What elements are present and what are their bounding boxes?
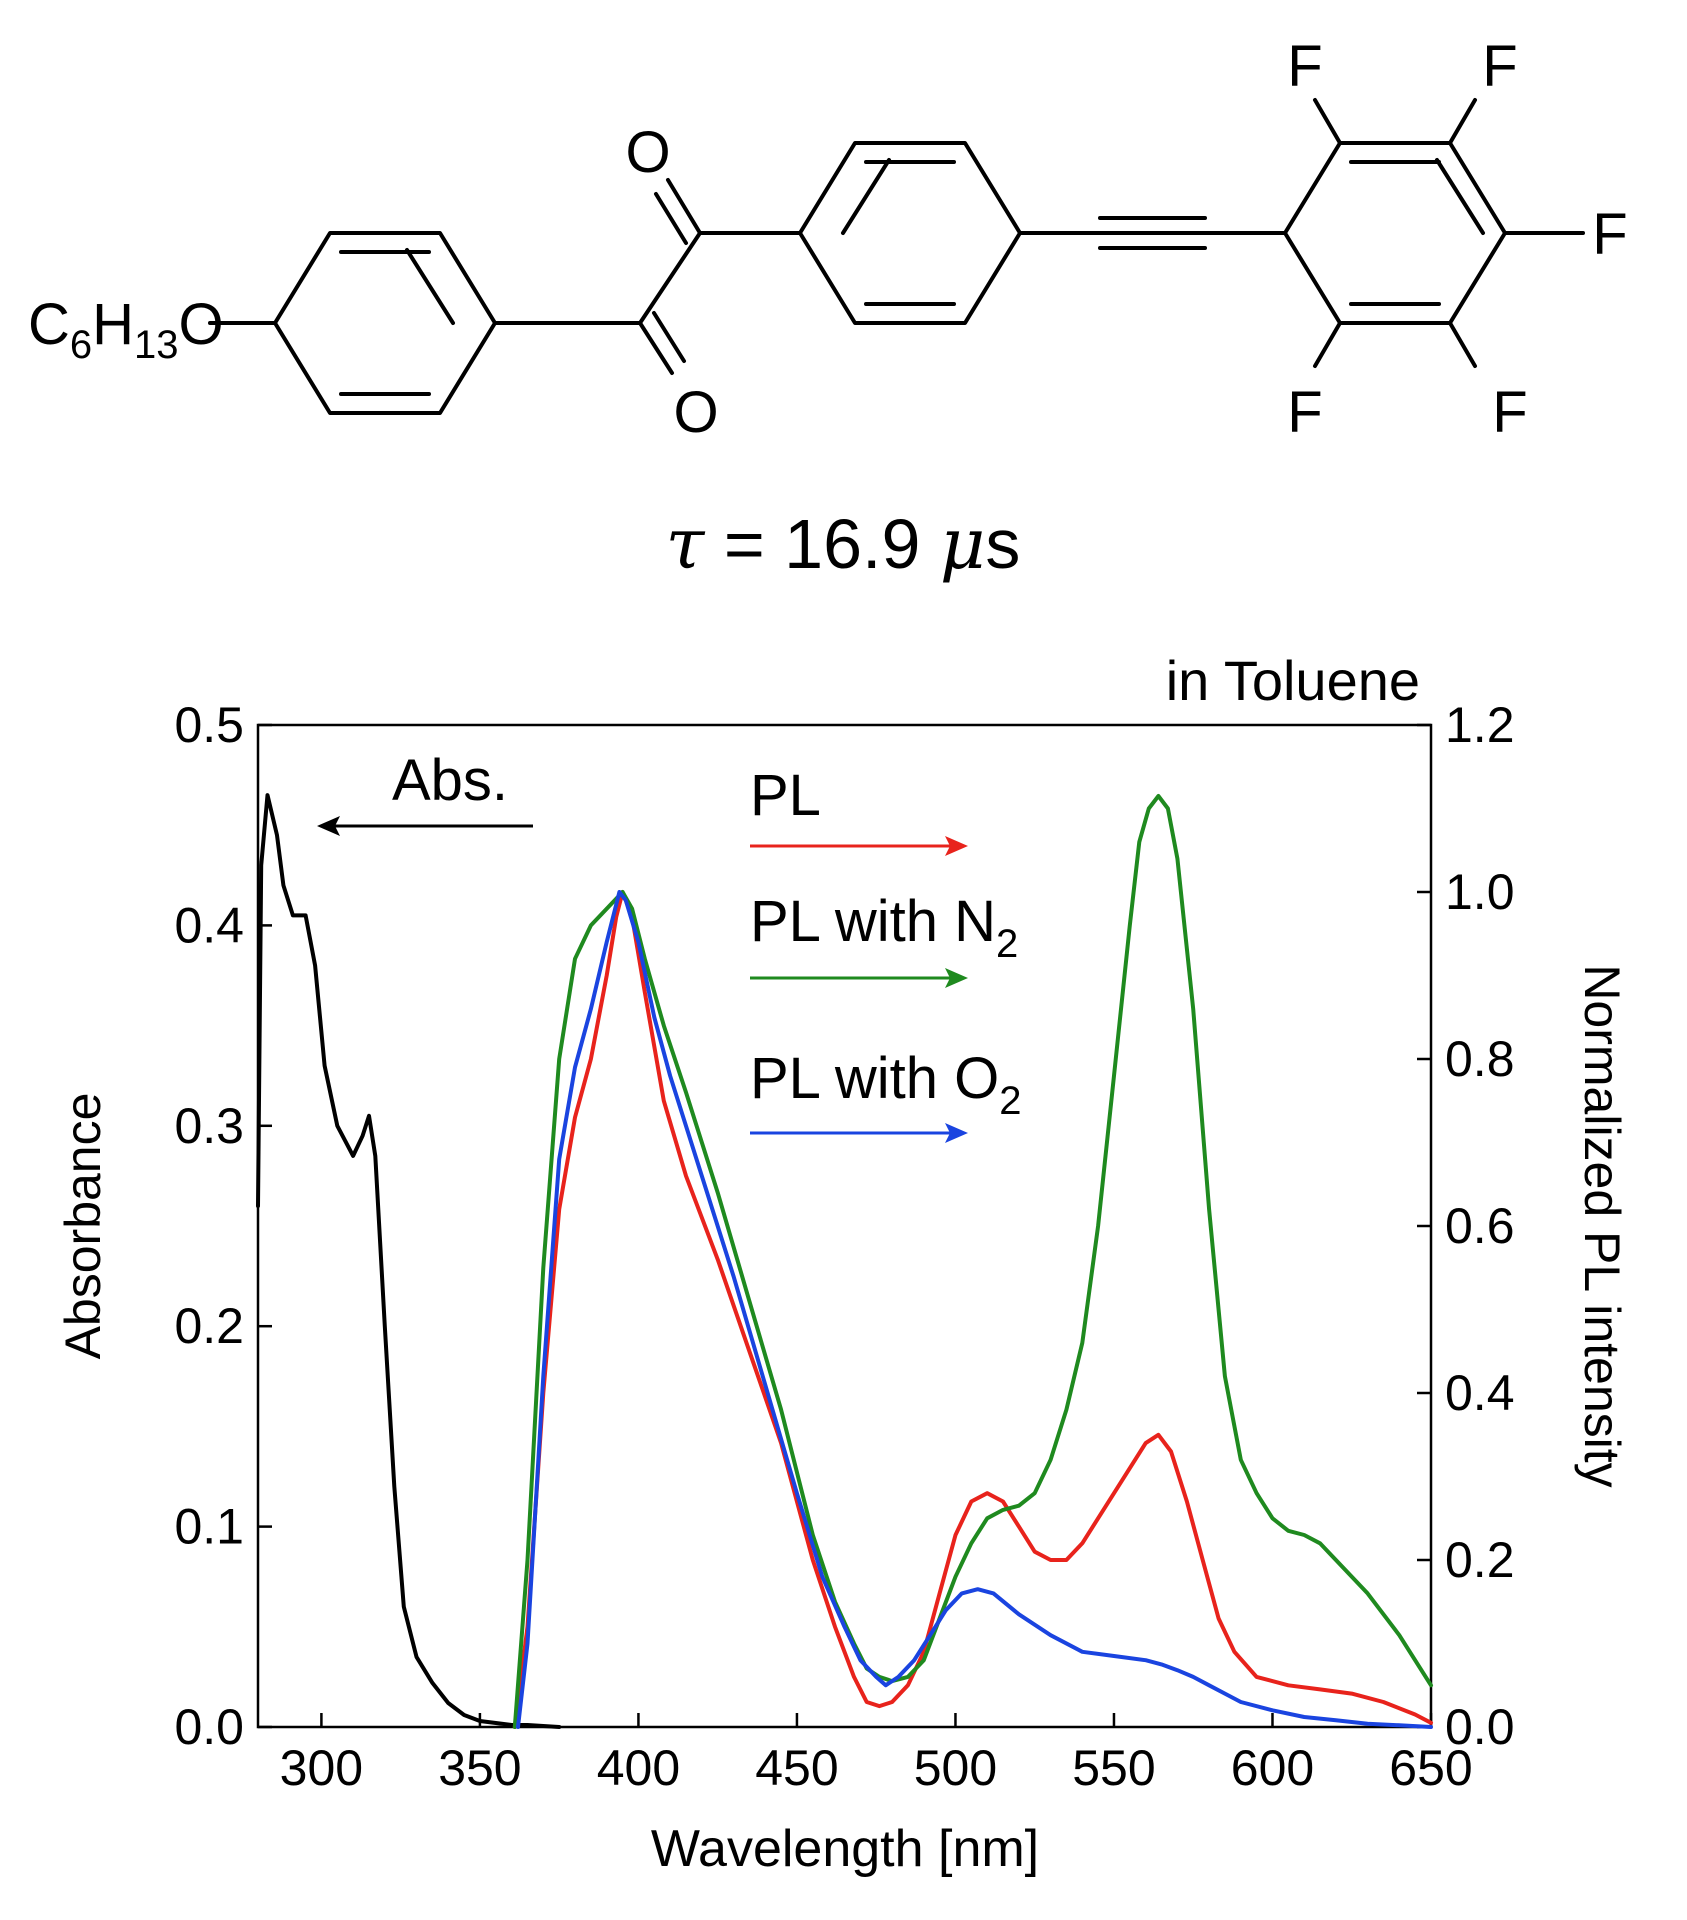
c-f-bond: [1313, 321, 1342, 368]
series-line-pl_n2: [512, 794, 1433, 1729]
c-f-bond: [1313, 98, 1342, 145]
carbonyl-double-bond: [638, 321, 674, 375]
y-right-tick-label: 1.0: [1445, 864, 1515, 920]
c-f-bond: [1448, 98, 1477, 145]
fluorine-label: F: [1482, 34, 1517, 99]
lifetime-label: τ = 16.9 μs: [666, 503, 1021, 585]
carbonyl-bond: [638, 231, 702, 325]
pl-annotation: PL: [750, 763, 821, 828]
spectra-chart: 300 350 400 450 500 550 600 650 0.0 0.1 0.2 0.3 0.4…: [55, 649, 1630, 1878]
middle-benzene-ring: [798, 141, 1022, 325]
abs-arrow: [317, 816, 533, 836]
y-right-tick-label: 0.2: [1445, 1532, 1515, 1588]
right-ring-inner-bond: [1435, 158, 1485, 235]
y-left-tick-label: 0.5: [174, 697, 244, 753]
molecule-structure: [208, 98, 1585, 415]
series-line-pl_o2: [516, 890, 1433, 1729]
abs-annotation: Abs.: [392, 748, 508, 813]
y-right-axis-label: Normalized PL intensity: [1574, 964, 1630, 1487]
x-tick-label: 500: [914, 1740, 997, 1796]
left-benzene-ring: [273, 231, 497, 415]
fluorine-label: F: [1592, 202, 1627, 267]
y-left-axis-label: Absorbance: [55, 1093, 111, 1360]
x-tick-label: 650: [1389, 1740, 1472, 1796]
carbonyl-double-bond: [652, 311, 686, 363]
y-right-tick-label: 0.4: [1445, 1365, 1515, 1421]
left-ring-inner-bond: [405, 248, 455, 325]
y-right-tick-label: 0.8: [1445, 1031, 1515, 1087]
y-right-tick-label: 0.6: [1445, 1198, 1515, 1254]
x-tick-label: 350: [438, 1740, 521, 1796]
y-right-tick-label: 1.2: [1445, 697, 1515, 753]
series-layer: [256, 793, 1433, 1729]
pl-o2-arrow: [750, 1123, 968, 1143]
x-axis-label: Wavelength [nm]: [651, 1820, 1039, 1878]
oxygen-bottom-label: O: [673, 380, 718, 445]
x-tick-label: 550: [1072, 1740, 1155, 1796]
fluorine-label: F: [1492, 380, 1527, 445]
y-left-tick-label: 0.3: [174, 1098, 244, 1154]
carbonyl-double-bond: [666, 178, 702, 235]
middle-ring-inner-bond: [841, 158, 891, 235]
pl-n2-arrow: [750, 968, 968, 988]
y-left-tick-label: 0.2: [174, 1298, 244, 1354]
y-left-tick-label: 0.1: [174, 1499, 244, 1555]
y-right-tick-label: 0.0: [1445, 1699, 1515, 1755]
x-tick-label: 400: [597, 1740, 680, 1796]
x-tick-label: 600: [1231, 1740, 1314, 1796]
series-line-pl: [512, 890, 1433, 1729]
pl-arrow: [750, 836, 968, 856]
y-left-tick-label: 0.0: [174, 1699, 244, 1755]
plot-frame: [256, 723, 1433, 1729]
c-f-bond: [1448, 321, 1477, 368]
x-tick-label: 450: [755, 1740, 838, 1796]
pl-o2-annotation: PL with O2: [750, 1046, 1022, 1123]
oxygen-top-label: O: [625, 120, 670, 185]
y-axis-left: 0.0 0.1 0.2 0.3 0.4 0.5: [174, 697, 272, 1755]
fluorine-label: F: [1287, 34, 1322, 99]
fluorine-label: F: [1287, 380, 1322, 445]
solvent-note: in Toluene: [1166, 649, 1420, 712]
y-axis-right: 0.0 0.2 0.4 0.6 0.8 1.0 1.2: [1417, 697, 1515, 1755]
carbonyl-double-bond: [654, 192, 688, 245]
series-line-abs: [256, 793, 562, 1729]
y-left-tick-label: 0.4: [174, 897, 244, 953]
hexyloxy-label: C6H13O: [28, 292, 224, 367]
x-axis: 300 350 400 450 500 550 600 650: [280, 1713, 1473, 1796]
pentafluoro-ring: [1283, 141, 1507, 325]
atom-labels: C6H13O O O F F F F F: [28, 34, 1628, 445]
pl-n2-annotation: PL with N2: [750, 889, 1018, 966]
x-tick-label: 300: [280, 1740, 363, 1796]
